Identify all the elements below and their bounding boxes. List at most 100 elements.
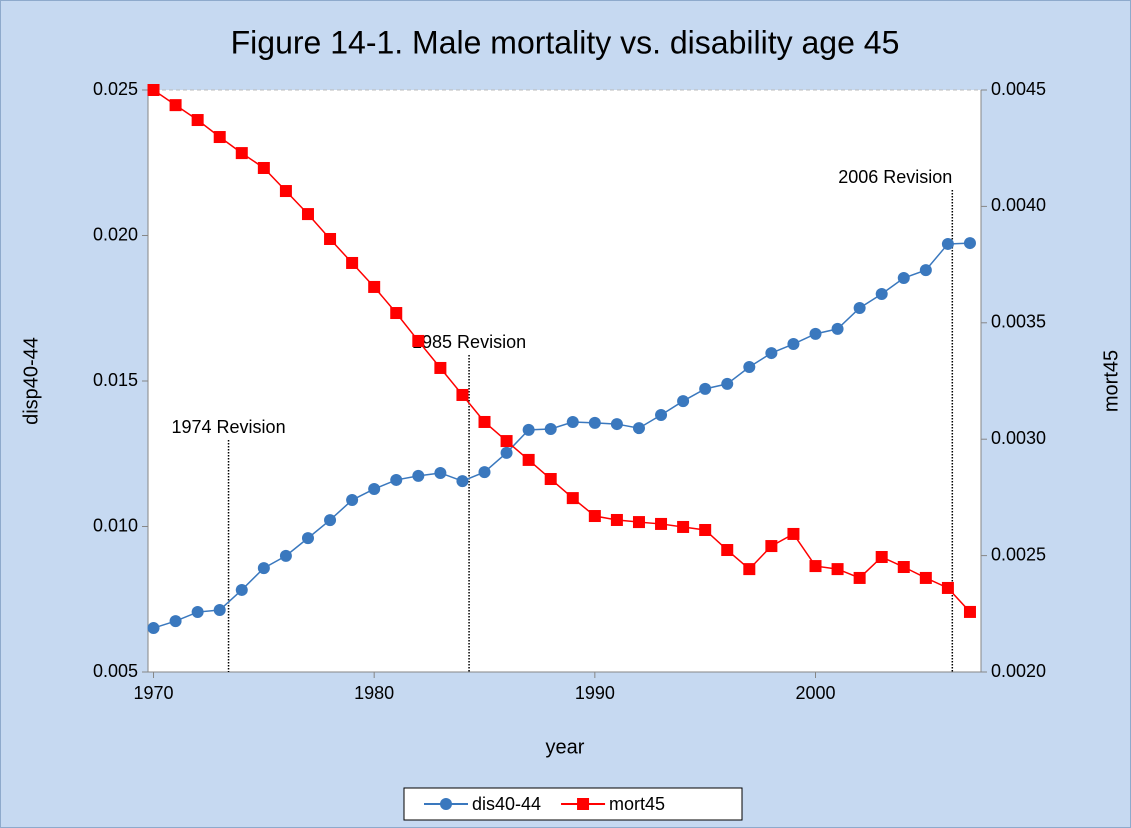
data-point <box>787 338 800 351</box>
data-point <box>191 606 204 619</box>
data-point <box>213 131 226 144</box>
data-point <box>632 422 645 435</box>
data-point <box>235 147 248 160</box>
data-point <box>257 161 270 174</box>
y-tick-label: 0.025 <box>93 79 138 99</box>
data-point <box>721 544 734 557</box>
data-point <box>169 615 182 628</box>
data-point <box>765 347 778 360</box>
data-point <box>963 605 976 618</box>
data-point <box>853 571 866 584</box>
data-point <box>500 446 513 459</box>
data-point <box>610 418 623 431</box>
data-point <box>169 99 182 112</box>
data-point <box>324 514 337 527</box>
data-point <box>655 517 668 530</box>
data-point <box>235 583 248 596</box>
data-point <box>743 361 756 374</box>
data-point <box>346 494 359 507</box>
data-point <box>963 237 976 250</box>
data-point <box>699 382 712 395</box>
data-point <box>809 560 822 573</box>
legend-marker <box>577 798 590 810</box>
x-tick-label: 1990 <box>575 683 615 703</box>
y2-tick-label: 0.0040 <box>991 195 1046 215</box>
legend-label: dis40-44 <box>472 794 541 814</box>
data-point <box>390 473 403 486</box>
data-point <box>809 327 822 340</box>
data-point <box>721 377 734 390</box>
y-tick-label: 0.015 <box>93 370 138 390</box>
data-point <box>743 563 756 576</box>
data-point <box>324 232 337 245</box>
x-tick-label: 1980 <box>354 683 394 703</box>
y2-tick-label: 0.0025 <box>991 544 1046 564</box>
data-point <box>368 482 381 495</box>
data-point <box>434 466 447 479</box>
data-point <box>390 307 403 320</box>
data-point <box>831 322 844 335</box>
x-tick-label: 2000 <box>795 683 835 703</box>
data-point <box>941 581 954 594</box>
data-point <box>478 466 491 479</box>
y2-tick-label: 0.0020 <box>991 661 1046 681</box>
data-point <box>301 532 314 545</box>
data-point <box>655 409 668 422</box>
chart-title: Figure 14-1. Male mortality vs. disabili… <box>231 24 900 60</box>
y-tick-label: 0.010 <box>93 515 138 535</box>
data-point <box>831 563 844 576</box>
data-point <box>544 473 557 486</box>
data-point <box>279 549 292 562</box>
data-point <box>346 256 359 269</box>
data-point <box>456 388 469 401</box>
data-point <box>941 237 954 250</box>
y-axis-label: disp40-44 <box>20 337 42 425</box>
annotation: 2006 Revision <box>838 167 952 187</box>
data-point <box>412 469 425 482</box>
x-tick-label: 1970 <box>133 683 173 703</box>
data-point <box>632 516 645 529</box>
y-tick-label: 0.020 <box>93 224 138 244</box>
data-point <box>765 540 778 553</box>
y-tick-label: 0.005 <box>93 661 138 681</box>
data-point <box>610 513 623 526</box>
data-point <box>875 287 888 300</box>
data-point <box>787 527 800 540</box>
data-point <box>456 475 469 488</box>
data-point <box>897 271 910 284</box>
annotation: 1974 Revision <box>172 417 286 437</box>
y2-tick-label: 0.0030 <box>991 428 1046 448</box>
data-point <box>588 510 601 523</box>
data-point <box>301 208 314 221</box>
data-point <box>368 280 381 293</box>
annotation: 1985 Revision <box>412 332 526 352</box>
data-point <box>919 264 932 277</box>
data-point <box>699 523 712 536</box>
data-point <box>919 571 932 584</box>
data-point <box>147 84 160 96</box>
data-point <box>147 622 160 635</box>
legend-label: mort45 <box>609 794 665 814</box>
data-point <box>875 550 888 563</box>
data-point <box>897 561 910 574</box>
x-axis-label: year <box>546 736 585 758</box>
data-point <box>213 604 226 617</box>
data-point <box>853 301 866 314</box>
data-point <box>478 415 491 428</box>
data-point <box>191 114 204 127</box>
data-point <box>500 435 513 448</box>
data-point <box>677 395 690 408</box>
data-point <box>412 334 425 347</box>
y2-tick-label: 0.0035 <box>991 312 1046 332</box>
data-point <box>544 423 557 436</box>
data-point <box>522 453 535 466</box>
data-point <box>566 416 579 429</box>
legend-marker <box>440 798 452 810</box>
data-point <box>677 520 690 533</box>
data-point <box>566 492 579 505</box>
data-point <box>279 185 292 198</box>
y2-axis-label: mort45 <box>1100 350 1122 412</box>
data-point <box>257 562 270 575</box>
y2-tick-label: 0.0045 <box>991 79 1046 99</box>
